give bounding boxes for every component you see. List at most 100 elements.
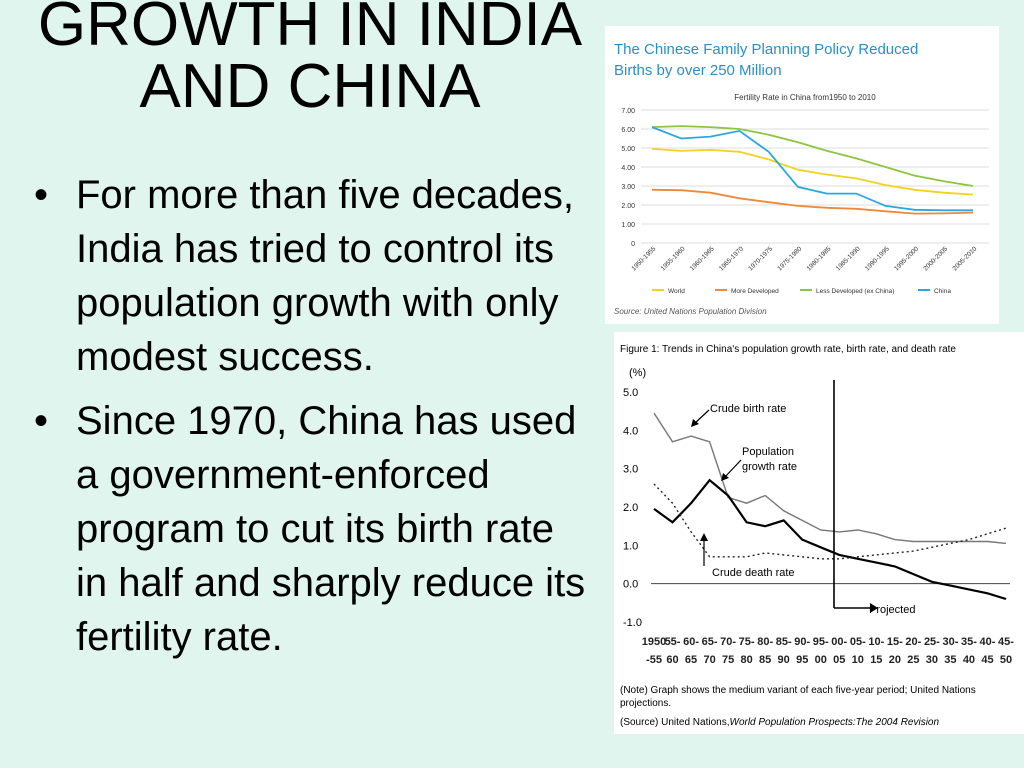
slide-title-line-2: AND CHINA [139, 52, 481, 121]
x-tick-label-top: 65- [702, 636, 718, 648]
legend-label: More Developed [731, 288, 779, 295]
y-tick-label: 7.00 [621, 108, 635, 115]
slide-title: GROWTH IN INDIA AND CHINA [0, 0, 620, 118]
x-tick-label-top: 30- [942, 636, 958, 648]
x-tick-label-top: 75- [739, 636, 755, 648]
x-tick-label-bottom: 95 [796, 654, 808, 666]
series-label: Population [742, 446, 794, 458]
x-tick-label-top: 35- [961, 636, 977, 648]
fertility-chart-y-axis: 0 1.00 2.00 3.00 4.00 5.00 6.00 7.00 [621, 108, 635, 248]
fertility-chart-title-line-1: The Chinese Family Planning Policy Reduc… [614, 41, 918, 58]
x-tick-label-top: 25- [924, 636, 940, 648]
fertility-chart-series [651, 125, 974, 215]
growth-rate-chart: Figure 1: Trends in China's population g… [620, 344, 1015, 728]
legend-label: Less Developed (ex China) [816, 288, 894, 295]
fertility-chart-x-axis: 1950-1955 1955-1960 1960-1965 1965-1970 1970… [630, 245, 978, 272]
bullet-item: • Since 1970, China has used a government… [30, 394, 590, 664]
x-tick-label-bottom: 35 [944, 654, 956, 666]
x-tick-label: 1975-1980 [776, 245, 803, 272]
legend-label: World [668, 288, 685, 295]
x-tick-label-bottom: 80 [741, 654, 753, 666]
series-line [651, 126, 973, 212]
x-tick-label-top: 45- [998, 636, 1014, 648]
fertility-chart-grid [641, 109, 989, 244]
growth-rate-chart-title: Figure 1: Trends in China's population g… [620, 344, 956, 355]
x-tick-label: 1965-1970 [718, 245, 745, 272]
legend-label: China [934, 288, 951, 295]
x-tick-label: 1995-2000 [893, 245, 920, 272]
y-tick-label: 0.0 [623, 579, 638, 591]
x-tick-label-bottom: 70 [703, 654, 715, 666]
x-tick-label-top: 95- [813, 636, 829, 648]
series-label-arrow-head [700, 533, 708, 541]
bullet-list: • For more than five decades, India has t… [30, 168, 590, 674]
y-tick-label: 5.00 [621, 146, 635, 153]
y-tick-label: 1.0 [623, 540, 638, 552]
growth-rate-chart-y-label: (%) [629, 367, 646, 379]
growth-rate-chart-note-line-2: projections. [620, 698, 671, 709]
x-tick-label-top: 40- [980, 636, 996, 648]
bullet-text: Since 1970, China has used a government-… [76, 399, 586, 659]
y-tick-label: 4.00 [621, 165, 635, 172]
growth-rate-chart-source-title: World Population Prospects:The 2004 Revi… [730, 717, 940, 728]
fertility-chart-panel: The Chinese Family Planning Policy Reduc… [605, 26, 999, 324]
x-tick-label-top: 1950 [642, 636, 666, 648]
series-label-arrow-head [721, 473, 729, 481]
x-tick-label-top: 10- [868, 636, 884, 648]
y-tick-label: 3.00 [621, 184, 635, 191]
x-tick-label-bottom: 15 [870, 654, 882, 666]
growth-rate-chart-panel: Figure 1: Trends in China's population g… [614, 332, 1024, 734]
x-tick-label-top: 55- [665, 636, 681, 648]
series-label: Crude birth rate [710, 403, 786, 415]
fertility-chart-legend: World More Developed Less Developed (ex Ch… [652, 288, 951, 295]
x-tick-label-top: 20- [905, 636, 921, 648]
x-tick-label-bottom: 50 [1000, 654, 1012, 666]
y-tick-label: 5.0 [623, 387, 638, 399]
growth-rate-chart-source: (Source) United Nations,World Population… [620, 717, 939, 728]
projected-label: Projected [869, 604, 915, 616]
x-tick-label: 1985-1990 [835, 245, 862, 272]
series-label-arrow [723, 459, 742, 479]
x-tick-label-top: 15- [887, 636, 903, 648]
x-tick-label-bottom: 90 [778, 654, 790, 666]
x-tick-label-bottom: 20 [889, 654, 901, 666]
x-tick-label: 2005-2010 [951, 245, 978, 272]
series-line [653, 412, 1007, 545]
x-tick-label: 1950-1955 [630, 245, 657, 272]
x-tick-label: 1955-1960 [660, 245, 687, 272]
series-label: growth rate [742, 461, 797, 473]
series-line [651, 125, 974, 187]
x-tick-label-bottom: 25 [907, 654, 919, 666]
growth-rate-chart-series [653, 412, 1007, 601]
growth-rate-chart-source-prefix: (Source) United Nations, [620, 717, 730, 728]
x-tick-label-bottom: 30 [926, 654, 938, 666]
x-tick-label-bottom: 10 [852, 654, 864, 666]
x-tick-label-bottom: 40 [963, 654, 975, 666]
y-tick-label: 4.0 [623, 425, 638, 437]
y-tick-label: 6.00 [621, 127, 635, 134]
x-tick-label: 2000-2005 [922, 245, 949, 272]
y-tick-label: 3.0 [623, 464, 638, 476]
x-tick-label-bottom: 65 [685, 654, 697, 666]
x-tick-label-top: 70- [720, 636, 736, 648]
x-tick-label: 1970-1975 [747, 245, 774, 272]
y-tick-label: 1.00 [621, 222, 635, 229]
x-tick-label-bottom: 45 [981, 654, 993, 666]
x-tick-label-top: 90- [794, 636, 810, 648]
growth-rate-chart-annotations: Projected Crude birth rate Population growt… [691, 380, 915, 616]
projection-arrow-head [870, 603, 878, 613]
growth-rate-chart-note-line-1: (Note) Graph shows the medium variant of… [620, 685, 976, 696]
x-tick-label-top: 00- [831, 636, 847, 648]
y-tick-label: 0 [631, 241, 635, 248]
x-tick-label-top: 80- [757, 636, 773, 648]
x-tick-label-bottom: -55 [646, 654, 662, 666]
x-tick-label-top: 85- [776, 636, 792, 648]
series-line [653, 478, 1007, 601]
fertility-chart-source: Source: United Nations Population Divisi… [614, 307, 767, 316]
x-tick-label-bottom: 05 [833, 654, 845, 666]
y-tick-label: -1.0 [623, 617, 642, 629]
series-line [651, 148, 974, 196]
fertility-chart: The Chinese Family Planning Policy Reduc… [614, 41, 989, 316]
x-tick-label-bottom: 85 [759, 654, 771, 666]
